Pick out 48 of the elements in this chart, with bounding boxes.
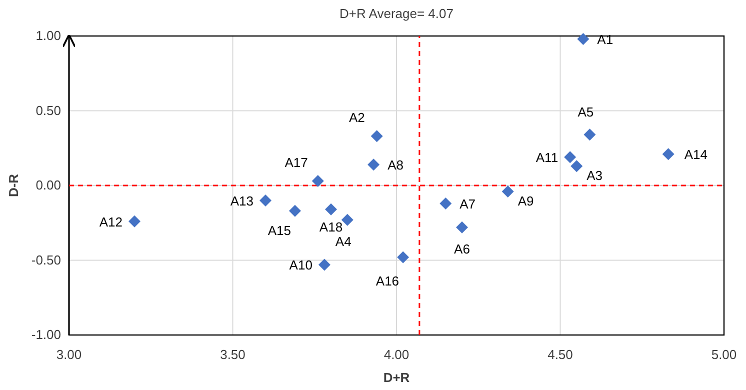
x-axis-title: D+R: [383, 370, 410, 385]
point: [318, 258, 330, 271]
annotation: A15: [268, 222, 291, 238]
point: [128, 215, 140, 228]
point: [502, 185, 514, 198]
annotation: A2: [348, 110, 365, 126]
point: [397, 251, 410, 264]
annotation: A13: [230, 193, 254, 208]
annotation: A9: [518, 193, 534, 208]
annotation: A5: [578, 104, 594, 120]
annotation: A14: [684, 147, 708, 162]
annotation: A12: [99, 214, 122, 230]
point: [312, 175, 324, 188]
y-tick-label: -0.50: [31, 252, 61, 268]
y-axis-title: D-R: [6, 173, 21, 198]
point: [584, 128, 596, 141]
annotation: A3: [586, 168, 603, 184]
annotation: A16: [376, 273, 400, 288]
x-tick-label: 4.00: [384, 347, 410, 362]
y-tick-label: 0.50: [36, 102, 61, 118]
annotation: A10: [289, 258, 312, 273]
x-tick-label: 3.50: [220, 347, 246, 362]
point: [260, 194, 272, 206]
annotation: A17: [284, 155, 308, 170]
x-tick-label: 5.00: [711, 347, 737, 362]
annotation: A18: [319, 219, 343, 234]
point: [564, 151, 576, 164]
point: [368, 158, 380, 171]
point: [577, 32, 590, 45]
y-tick-label: 1.00: [36, 28, 61, 43]
y-tick-label: 0.00: [36, 178, 61, 192]
chart-title: D+R Average= 4.07: [340, 6, 454, 21]
x-tick-label: 3.00: [56, 347, 82, 362]
annotation: A11: [536, 150, 558, 166]
point: [570, 160, 583, 172]
y-tick-label: -1.00: [31, 327, 61, 342]
annotation: A7: [460, 196, 476, 212]
x-tick-label: 4.50: [548, 347, 573, 362]
annotation: A8: [388, 158, 404, 173]
point: [325, 203, 337, 216]
annotation: A6: [454, 241, 470, 256]
point: [341, 214, 354, 226]
point: [456, 221, 468, 234]
point: [370, 130, 383, 142]
annotation: A4: [335, 234, 352, 249]
point: [440, 197, 452, 210]
point: [288, 204, 301, 217]
point: [662, 148, 674, 160]
